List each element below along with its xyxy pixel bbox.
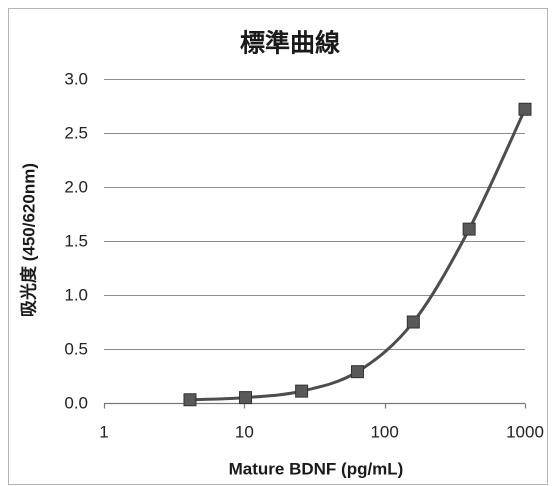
x-axis-tick-marks	[103, 403, 527, 409]
data-point-marker	[406, 315, 420, 329]
data-point-marker	[462, 222, 476, 236]
data-point-marker	[518, 102, 532, 116]
data-point-marker	[350, 365, 364, 379]
y-tick-label: 3.0	[64, 70, 88, 89]
y-tick-label: 0.0	[64, 394, 88, 413]
y-axis-label: 吸光度 (450/620nm)	[19, 163, 39, 317]
data-markers	[183, 102, 532, 407]
y-tick-label: 1.5	[64, 232, 88, 251]
x-tick-label: 100	[370, 423, 398, 442]
y-tick-label: 2.0	[64, 178, 88, 197]
y-tick-labels: 0.0 0.5 1.0 1.5 2.0 2.5 3.0	[64, 70, 88, 413]
series-line	[188, 107, 527, 402]
data-point-marker	[183, 393, 197, 407]
data-point-marker	[239, 391, 253, 405]
x-tick-labels: 1 10 100 1000	[99, 423, 544, 442]
x-tick-label: 10	[235, 423, 254, 442]
data-point-marker	[295, 384, 309, 398]
x-tick-label: 1	[99, 423, 108, 442]
x-axis-label: Mature BDNF (pg/mL)	[229, 460, 404, 479]
chart-title: 標準曲線	[240, 29, 340, 58]
chart-frame	[8, 8, 548, 485]
y-gridlines	[104, 79, 525, 350]
y-tick-label: 1.0	[64, 286, 88, 305]
y-tick-label: 2.5	[64, 124, 88, 143]
x-tick-label: 1000	[506, 423, 544, 442]
y-tick-label: 0.5	[64, 340, 88, 359]
